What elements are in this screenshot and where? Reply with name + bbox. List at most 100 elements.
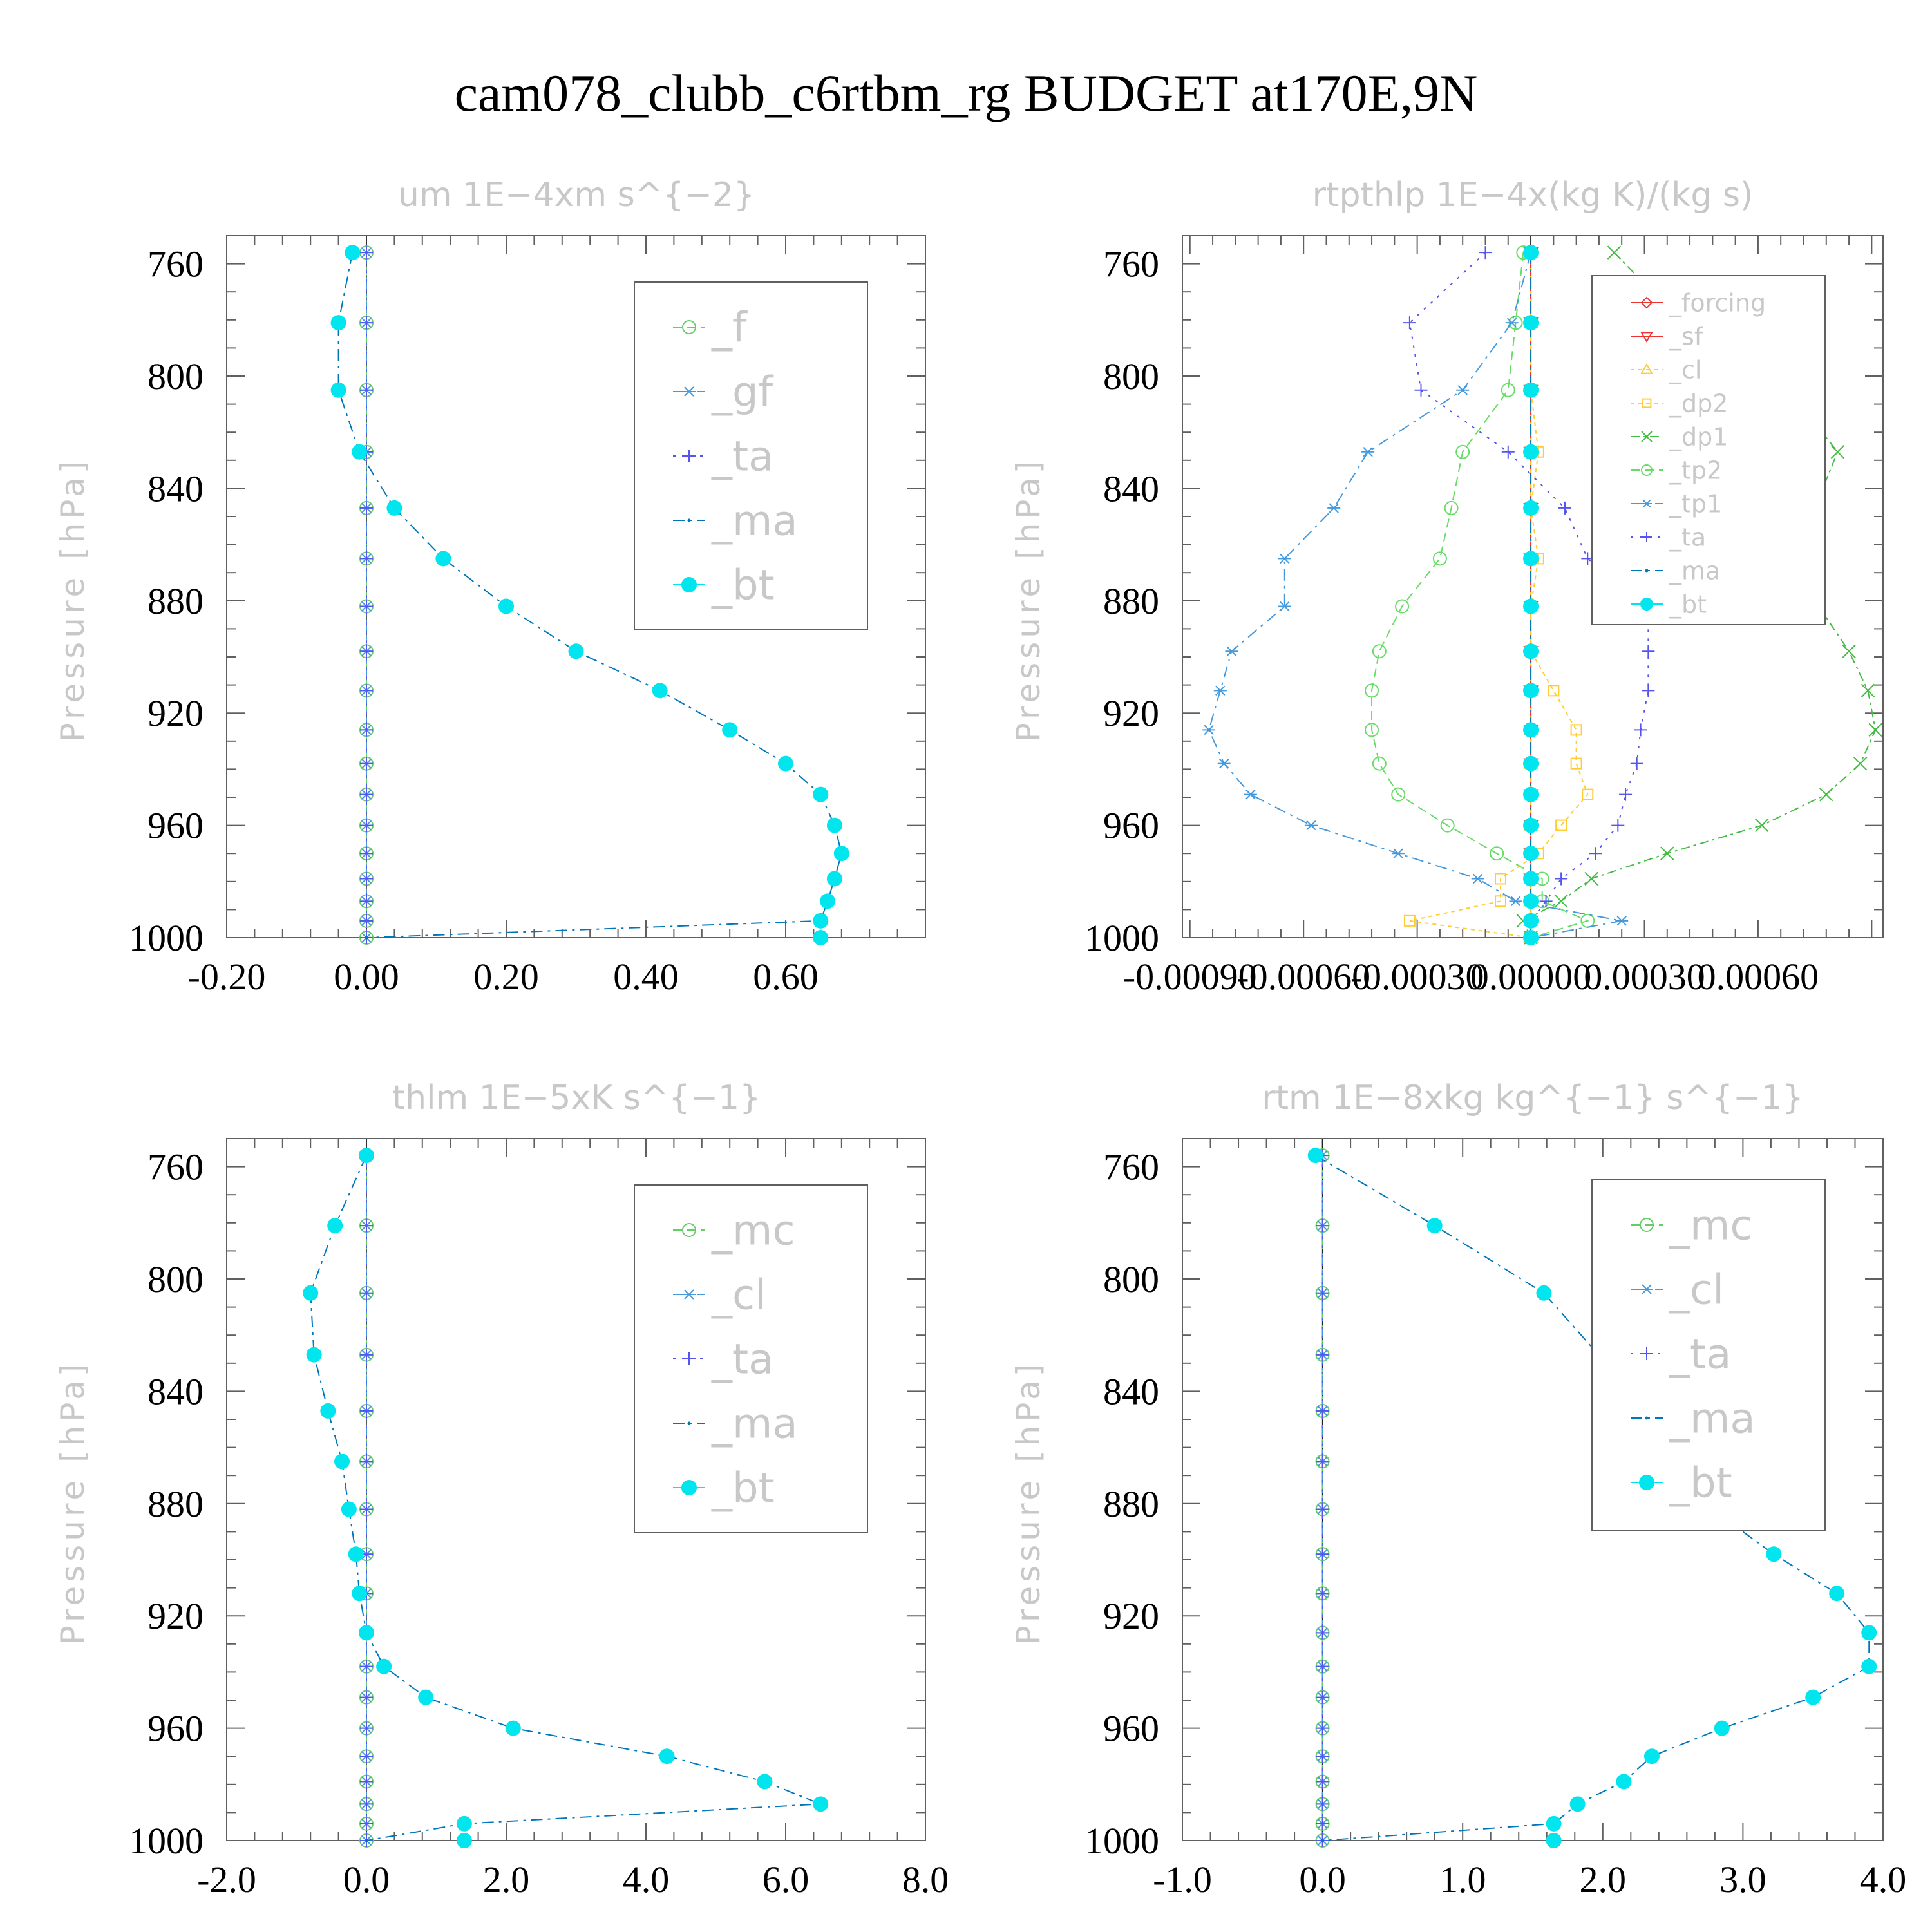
data-point — [1830, 445, 1845, 459]
data-point — [1392, 848, 1405, 858]
x-tick-label: 6.0 — [762, 1859, 810, 1900]
data-point — [820, 893, 836, 909]
data-point — [1616, 1774, 1632, 1790]
y-tick-label: 840 — [1103, 1370, 1159, 1412]
legend-marker — [683, 1352, 696, 1365]
legend-label: _mc — [1669, 1202, 1753, 1249]
data-point — [1536, 1285, 1552, 1301]
budget-panel-3: thlm 1E−5xK s^{−1} Pressure [hPa] 760 800 84… — [54, 1079, 949, 1900]
data-point — [1523, 871, 1539, 887]
data-point — [1316, 1817, 1329, 1830]
data-point — [306, 1347, 322, 1363]
legend-label: _dp1 — [1669, 422, 1728, 451]
panel-title: rtm 1E−8xkg kg^{−1} s^{−1} — [1262, 1079, 1804, 1117]
data-point — [1316, 1797, 1329, 1811]
legend: _forcing _sf _cl _dp2 _dp1 _tp2 _tp1 _ta _ma _bt — [1591, 275, 1826, 625]
data-point — [360, 383, 373, 397]
data-point — [1523, 786, 1539, 802]
data-point — [360, 316, 373, 330]
data-point — [1539, 895, 1553, 908]
x-tick-label: -0.00030 — [1350, 956, 1484, 998]
budget-panel-2: rtpthlp 1E−4x(kg K)/(kg s) Pressure [hPa]… — [1010, 176, 1884, 998]
legend-marker — [681, 577, 697, 592]
data-point — [813, 1796, 829, 1812]
legend-marker — [1642, 398, 1652, 408]
legend-marker — [1640, 1347, 1653, 1360]
legend-label: _mc — [711, 1207, 795, 1255]
data-point — [1505, 317, 1519, 328]
y-tick-label: 800 — [1103, 355, 1159, 397]
data-point — [1523, 930, 1539, 945]
legend-item: _ma — [1631, 1395, 1756, 1443]
data-point — [360, 645, 373, 658]
data-point — [360, 872, 373, 886]
y-tick-label: 840 — [147, 1370, 204, 1412]
legend-marker — [1641, 431, 1653, 442]
y-tick-label: 760 — [1103, 243, 1159, 285]
data-point — [1327, 503, 1341, 513]
series-bt — [330, 245, 849, 945]
legend-item: _mc — [1631, 1202, 1753, 1249]
data-point — [813, 930, 829, 945]
data-point — [1316, 1404, 1329, 1417]
legend-marker — [1640, 296, 1653, 309]
data-point — [722, 722, 738, 738]
data-point — [1509, 896, 1522, 907]
data-point — [327, 1218, 343, 1234]
budget-panel-4: rtm 1E−8xkg kg^{−1} s^{−1} Pressure [hPa]… — [1010, 1079, 1906, 1900]
data-point — [360, 723, 373, 737]
legend-item: _bt — [1631, 1459, 1732, 1507]
data-point — [1714, 1720, 1730, 1736]
data-point — [360, 1502, 373, 1516]
legend-marker — [1645, 569, 1649, 573]
legend-marker — [683, 1289, 696, 1300]
data-point — [1440, 818, 1455, 833]
data-point — [757, 1774, 773, 1790]
data-point — [360, 1797, 373, 1811]
data-point — [1490, 846, 1504, 861]
data-point — [1316, 1348, 1329, 1361]
data-point — [1523, 598, 1539, 614]
data-point — [1403, 316, 1416, 330]
data-point — [360, 1721, 373, 1735]
data-point — [360, 757, 373, 770]
y-tick-label: 960 — [1103, 1708, 1159, 1750]
data-point — [1607, 245, 1622, 260]
data-point — [1555, 819, 1567, 831]
data-point — [360, 1775, 373, 1788]
data-point — [1444, 500, 1459, 515]
data-point — [360, 1750, 373, 1763]
data-point — [320, 1403, 336, 1419]
legend-box — [1591, 1179, 1826, 1531]
data-point — [1455, 444, 1470, 459]
data-point — [1372, 644, 1387, 659]
legend-label: _tp1 — [1669, 489, 1722, 518]
x-tick-label: 3.0 — [1719, 1859, 1766, 1900]
legend-item: _mc — [673, 1207, 795, 1255]
legend-label: _cl — [711, 1271, 766, 1319]
x-tick-label: 2.0 — [483, 1859, 530, 1900]
legend-label: _ta — [1669, 1331, 1731, 1378]
series-tp2 — [1365, 245, 1595, 945]
legend-label: _ma — [1669, 556, 1720, 585]
data-point — [659, 1748, 675, 1765]
legend-marker — [1641, 464, 1653, 476]
data-point — [1304, 820, 1318, 831]
legend-label: _bt — [1669, 590, 1707, 618]
data-point — [360, 1455, 373, 1468]
legend-item: _cl — [1631, 355, 1701, 384]
data-point — [1569, 1796, 1586, 1812]
data-point — [826, 871, 842, 887]
y-tick-label: 1000 — [129, 917, 204, 959]
data-point — [1523, 500, 1539, 516]
data-point — [1842, 644, 1856, 658]
data-point — [435, 551, 451, 567]
data-point — [1523, 846, 1539, 862]
data-point — [1523, 755, 1539, 772]
data-point — [1316, 1721, 1329, 1735]
y-tick-label: 920 — [147, 692, 204, 734]
legend-item: _ma — [673, 1400, 798, 1448]
legend-item: _gf — [673, 368, 774, 416]
data-point — [1861, 683, 1875, 698]
